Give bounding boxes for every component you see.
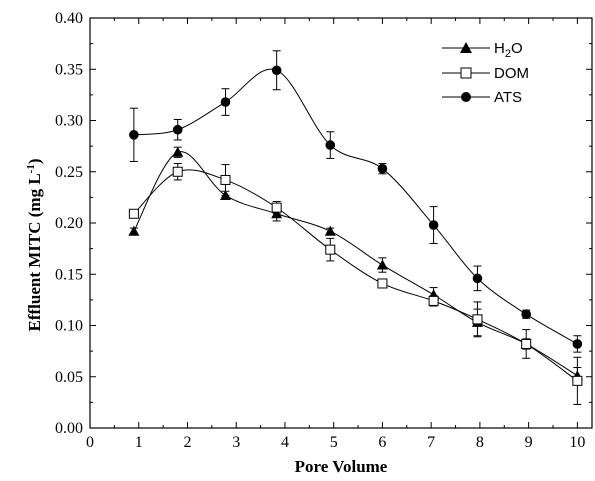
data-point-ats — [472, 273, 483, 284]
data-point-ats — [129, 130, 139, 140]
x-axis-title: Pore Volume — [295, 457, 388, 476]
y-tick-label: 0.25 — [55, 164, 83, 181]
legend-label-ats: ATS — [494, 89, 522, 106]
legend: H2O DOM ATS — [442, 40, 529, 106]
x-tick-label: 9 — [525, 434, 533, 451]
x-tick-label: 1 — [135, 434, 143, 451]
legend-entry-h2o: H2O — [442, 40, 523, 60]
x-tick-label: 0 — [86, 434, 94, 451]
series-layer — [128, 50, 583, 405]
x-tick-label: 2 — [183, 434, 191, 451]
y-tick-label: 0.15 — [55, 266, 83, 283]
data-point-dom — [572, 375, 583, 386]
triangle-marker-icon — [460, 42, 472, 53]
data-point-dom — [521, 338, 532, 349]
data-point-h2o — [324, 225, 336, 236]
legend-label-dom: DOM — [494, 65, 529, 82]
legend-entry-dom: DOM — [442, 65, 529, 82]
y-tick-label: 0.35 — [55, 61, 83, 78]
y-tick-label: 0.20 — [55, 215, 83, 232]
series-line-dom — [133, 169, 578, 382]
data-point-dom — [377, 278, 388, 289]
data-point-dom — [428, 295, 439, 306]
data-point-h2o — [172, 146, 184, 157]
y-tick-label: 0.40 — [55, 10, 83, 27]
x-tick-label: 6 — [378, 434, 386, 451]
data-point-dom — [172, 166, 183, 177]
legend-entry-ats: ATS — [442, 89, 522, 106]
series-ats — [129, 50, 583, 353]
series-line-h2o — [133, 151, 578, 377]
series-line-ats — [133, 68, 578, 345]
data-point-ats — [220, 97, 231, 107]
data-point-ats — [521, 309, 532, 320]
y-tick-label: 0.05 — [55, 369, 83, 386]
data-point-dom — [128, 208, 139, 219]
legend-label-h2o-sub: 2 — [505, 48, 511, 60]
data-point-ats — [572, 339, 583, 349]
circle-marker-icon — [461, 92, 471, 102]
data-point-h2o — [376, 259, 388, 270]
data-point-ats — [428, 220, 439, 230]
legend-label-h2o-rest: O — [511, 40, 523, 57]
x-tick-label: 3 — [232, 434, 240, 451]
y-axis-title-close: ) — [25, 158, 44, 164]
axes: 0 1 2 3 4 5 6 7 8 9 10 0.00 0.05 0.10 0.15 0.20 0.25 0.30… — [55, 10, 592, 451]
x-tick-label: 7 — [427, 434, 435, 451]
data-point-ats — [377, 163, 388, 174]
data-point-dom — [271, 202, 282, 213]
x-tick-label: 5 — [330, 434, 338, 451]
legend-label-h2o-main: H — [494, 40, 505, 57]
data-point-dom — [220, 174, 231, 185]
data-point-dom — [472, 314, 483, 325]
y-tick-label: 0.00 — [55, 420, 83, 437]
data-point-ats — [172, 124, 183, 135]
y-axis-title: Effluent MITC (mg L-1) — [25, 158, 44, 331]
y-axis-title-superscript: -1 — [25, 164, 37, 173]
x-tick-label: 10 — [569, 434, 585, 451]
y-tick-label: 0.30 — [55, 113, 83, 130]
data-point-ats — [325, 140, 336, 150]
x-tick-label: 8 — [476, 434, 484, 451]
series-dom — [128, 163, 583, 405]
square-marker-icon — [460, 67, 472, 79]
data-point-ats — [271, 65, 282, 76]
x-tick-label: 4 — [281, 434, 289, 451]
data-point-dom — [325, 244, 336, 255]
svg-text:H2O: H2O — [494, 40, 523, 60]
y-axis-title-main: Effluent MITC (mg L — [25, 173, 44, 331]
series-h2o — [128, 146, 583, 385]
y-tick-label: 0.10 — [55, 318, 83, 335]
data-point-h2o — [128, 225, 140, 236]
